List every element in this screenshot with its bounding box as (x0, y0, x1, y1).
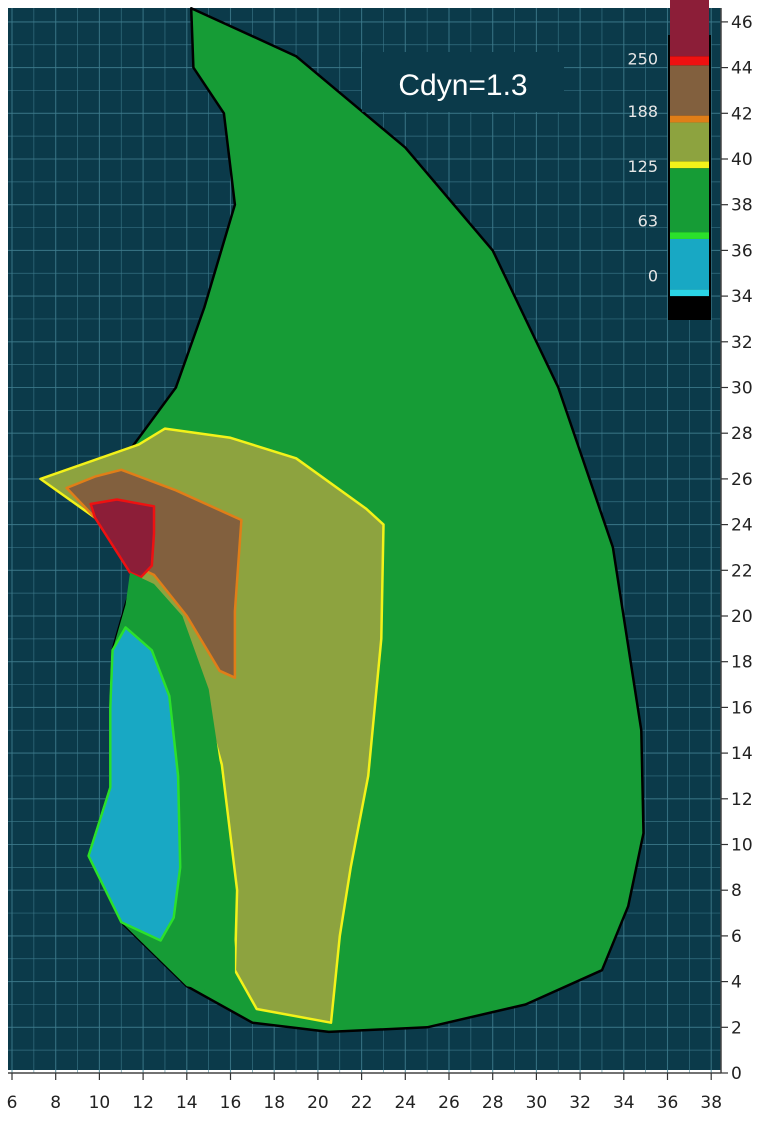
x-tick-label: 32 (569, 1093, 591, 1113)
y-tick-label: 22 (731, 561, 753, 581)
x-tick-label: 24 (394, 1093, 416, 1113)
legend-band (670, 122, 709, 162)
legend-band (670, 289, 709, 297)
y-tick-label: 6 (731, 927, 742, 947)
y-tick-label: 28 (731, 424, 753, 444)
legend-band (670, 0, 709, 57)
legend-label: 63 (638, 212, 658, 231)
legend-band (670, 232, 709, 239)
contour-regions (39, 6, 645, 1034)
legend-label: 250 (627, 49, 658, 68)
y-tick-label: 30 (731, 379, 753, 399)
y-tick-label: 24 (731, 516, 753, 536)
y-tick-label: 16 (731, 698, 753, 718)
legend-value-labels: 250 188 125 63 0 (627, 49, 658, 285)
chart-title: Cdyn=1.3 (398, 69, 527, 102)
y-tick-label: 34 (731, 287, 753, 307)
y-tick-label: 2 (731, 1018, 742, 1038)
x-tick-label: 14 (176, 1093, 198, 1113)
y-tick-label: 40 (731, 150, 753, 170)
legend-band (670, 65, 709, 116)
y-tick-label: 44 (731, 59, 753, 79)
region-band-44 (89, 498, 156, 579)
y-tick-label: 14 (731, 744, 753, 764)
legend-band (670, 115, 709, 123)
x-tick-label: 6 (7, 1093, 18, 1113)
y-tick-label: 32 (731, 333, 753, 353)
title-box (362, 52, 564, 112)
x-tick-label: 26 (438, 1093, 460, 1113)
x-tick-label: 22 (351, 1093, 373, 1113)
x-tick-label: 20 (307, 1093, 329, 1113)
axes (8, 8, 722, 1074)
y-tick-label: 12 (731, 790, 753, 810)
x-tick-label: 36 (657, 1093, 679, 1113)
legend-label: 188 (627, 102, 658, 121)
region-band-36 (87, 626, 182, 942)
x-tick-label: 30 (526, 1093, 548, 1113)
x-tick-label: 16 (220, 1093, 242, 1113)
legend-band (670, 161, 709, 169)
x-axis-ticks: 6 8 10 12 14 16 18 20 22 24 26 28 30 32 34 36 38 (7, 1073, 722, 1113)
legend-band (670, 168, 709, 233)
y-tick-label: 46 (731, 13, 753, 33)
x-tick-label: 12 (132, 1093, 154, 1113)
color-legend: 250 188 125 63 0 (627, 0, 711, 320)
x-tick-label: 34 (613, 1093, 635, 1113)
y-tick-label: 0 (731, 1064, 742, 1084)
x-tick-label: 10 (89, 1093, 111, 1113)
y-tick-label: 36 (731, 241, 753, 261)
x-tick-label: 28 (482, 1093, 504, 1113)
y-tick-label: 4 (731, 973, 742, 993)
legend-label: 0 (648, 267, 658, 286)
x-tick-label: 8 (50, 1093, 61, 1113)
y-tick-label: 26 (731, 470, 753, 490)
x-tick-label: 18 (263, 1093, 285, 1113)
legend-band (670, 238, 709, 290)
y-tick-label: 42 (731, 104, 753, 124)
y-tick-label: 8 (731, 881, 742, 901)
x-tick-label: 38 (700, 1093, 722, 1113)
y-tick-label: 38 (731, 196, 753, 216)
y-axis-ticks: 0246810121416182022242628303234363840424… (721, 13, 753, 1084)
legend-label: 125 (627, 157, 658, 176)
y-tick-label: 10 (731, 836, 753, 856)
legend-color-bands (670, 0, 709, 297)
y-tick-label: 18 (731, 653, 753, 673)
y-tick-label: 20 (731, 607, 753, 627)
legend-band (670, 56, 709, 66)
